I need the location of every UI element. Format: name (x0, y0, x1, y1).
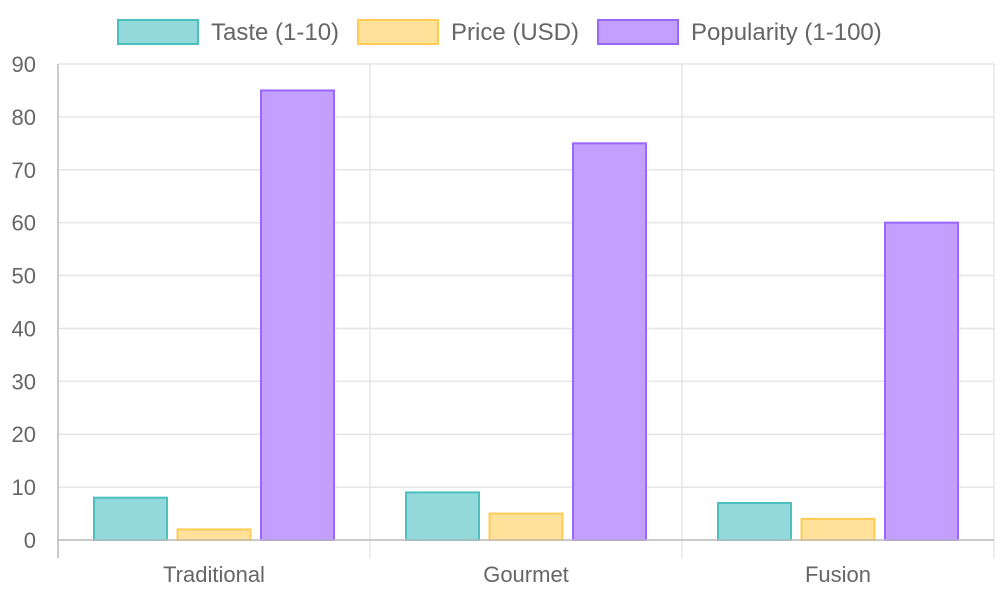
tick-labels: 0 10 20 30 40 50 60 70 80 90 Traditional Gourmet Fus… (12, 52, 872, 587)
grid (57, 63, 995, 558)
bar (488, 512, 564, 541)
legend-swatch (117, 19, 199, 45)
y-tick-label: 10 (12, 475, 36, 500)
legend-label: Price (USD) (451, 19, 579, 46)
bars (93, 89, 959, 542)
bar (572, 142, 647, 541)
y-tick-label: 40 (12, 316, 36, 341)
legend-label: Taste (1-10) (211, 19, 339, 46)
x-tick-label: Fusion (805, 562, 871, 587)
x-tick-label: Traditional (163, 562, 265, 587)
y-tick-label: 60 (12, 211, 36, 236)
bar (405, 491, 480, 541)
axes (57, 64, 994, 558)
y-tick-label: 50 (12, 264, 36, 289)
y-tick-label: 20 (12, 422, 36, 447)
bar (800, 517, 876, 541)
bar (717, 501, 792, 542)
y-tick-label: 30 (12, 369, 36, 394)
legend-swatch (597, 19, 679, 45)
y-tick-label: 80 (12, 105, 36, 130)
bar (93, 496, 168, 542)
y-tick-label: 70 (12, 158, 36, 183)
bar (884, 221, 959, 542)
y-tick-label: 90 (12, 52, 36, 77)
bar (176, 528, 252, 542)
y-tick-label: 0 (24, 528, 36, 553)
legend: Taste (1-10) Price (USD) Popularity (1-100… (117, 19, 882, 46)
x-tick-label: Gourmet (483, 562, 569, 587)
legend-swatch (357, 19, 439, 45)
legend-label: Popularity (1-100) (691, 19, 882, 46)
bar (260, 89, 335, 541)
